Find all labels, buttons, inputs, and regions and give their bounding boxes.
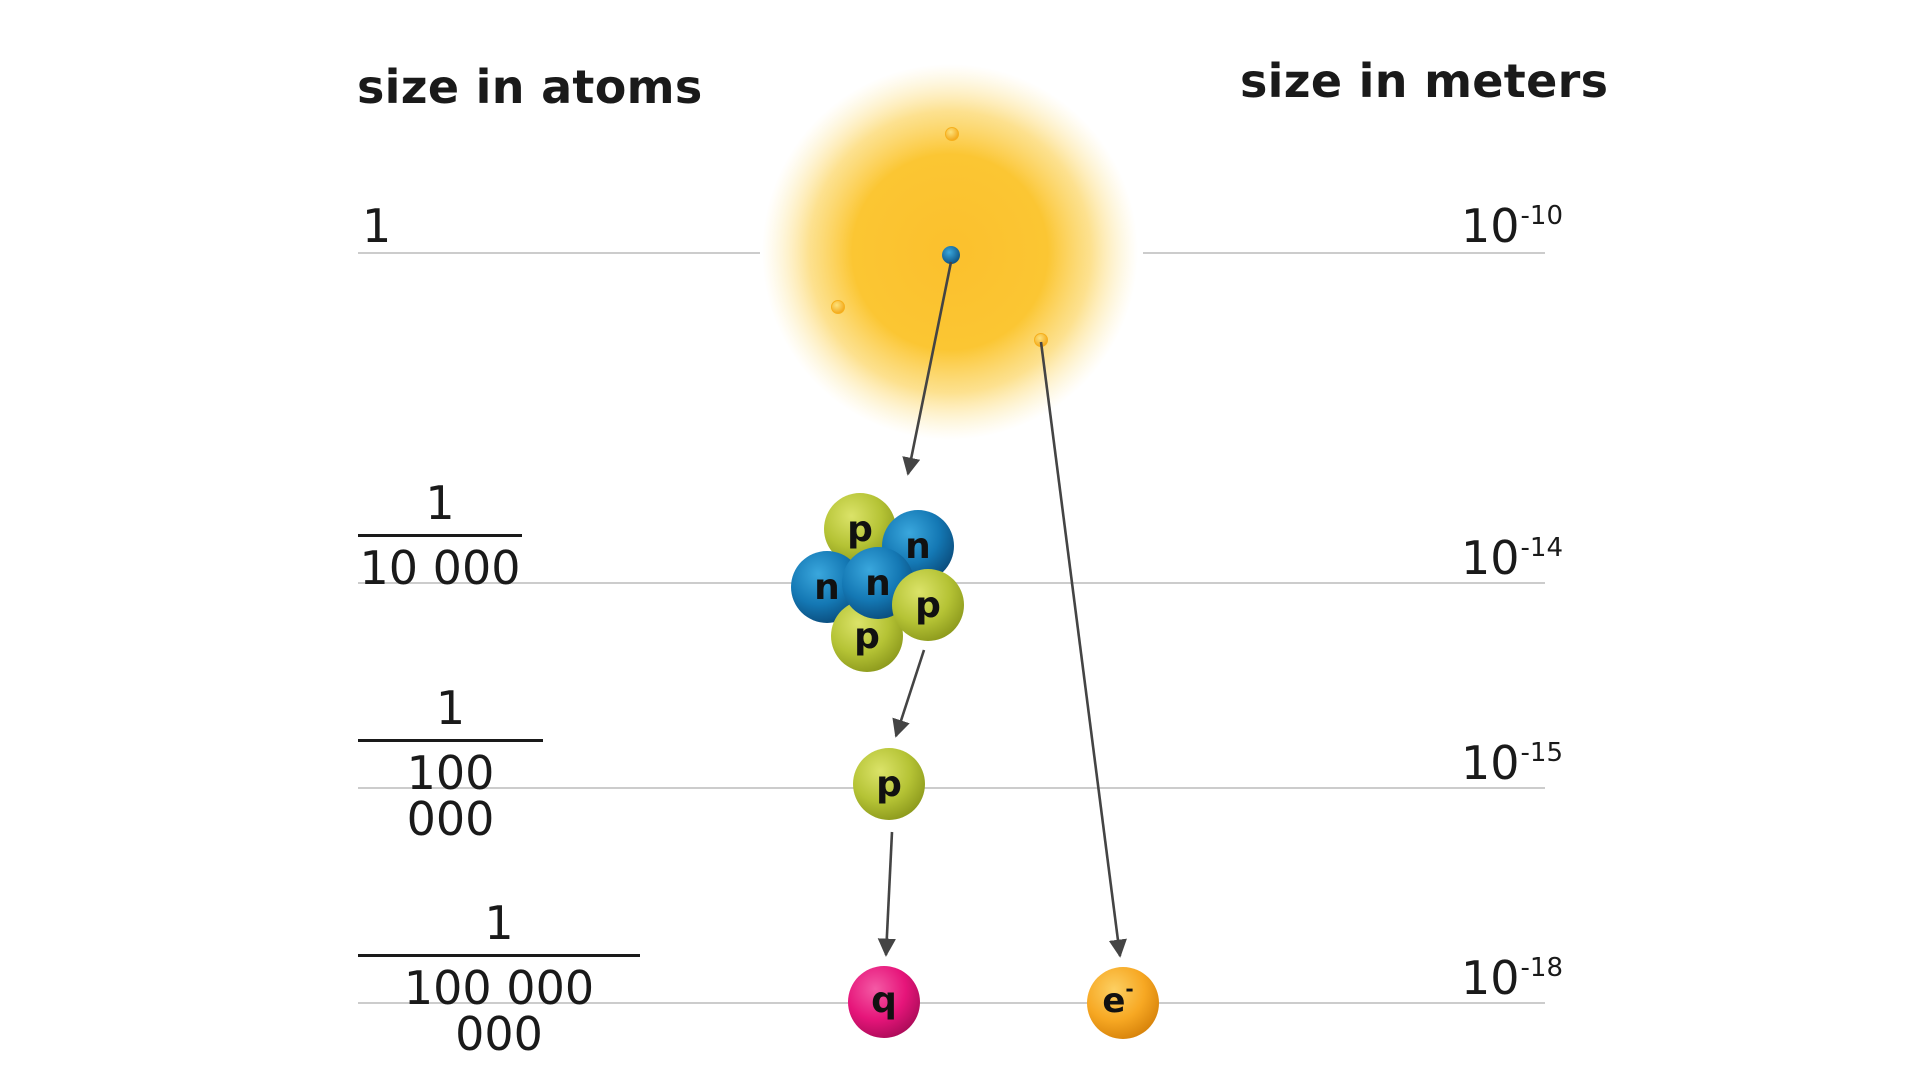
fraction-denominator: 10 000: [359, 541, 521, 595]
arrows: [877, 261, 1127, 958]
atoms-fraction-quark: 1 100 000 000: [358, 900, 640, 1057]
meters-exponent: -14: [1520, 533, 1564, 563]
meters-value-nucleus: 10-14: [1461, 535, 1563, 581]
meters-base: 10: [1461, 736, 1520, 790]
quark-label: q: [871, 980, 897, 1021]
nucleus-cluster: p n n p n p: [791, 493, 964, 672]
right-column-header: size in meters: [1240, 54, 1609, 108]
arrow-proton-to-quark: [877, 831, 896, 957]
left-column-header: size in atoms: [357, 60, 703, 114]
arrow-electron-to-e: [1039, 341, 1127, 958]
atoms-fraction-nucleus: 1 10 000: [358, 480, 522, 591]
neutron-label: n: [905, 526, 931, 567]
fraction-numerator: 1: [435, 681, 466, 735]
quark-ball: q: [848, 966, 920, 1038]
proton-label: p: [854, 616, 880, 657]
neutron-label: n: [814, 567, 840, 608]
fraction-numerator: 1: [425, 476, 455, 530]
arrow-atom-to-nucleus: [902, 261, 953, 476]
electron-ball: e-: [1087, 967, 1159, 1039]
meters-exponent: -10: [1520, 201, 1564, 231]
meters-value-atom: 10-10: [1461, 203, 1563, 249]
fraction-denominator: 100 000 000: [403, 961, 595, 1061]
orbital-electron-dot: [831, 300, 845, 314]
orbital-electron-dot: [945, 127, 959, 141]
proton-label: p: [847, 509, 873, 550]
single-proton: p: [853, 748, 925, 820]
meters-exponent: -18: [1520, 953, 1564, 983]
atom: [762, 64, 1138, 440]
fraction-bar: [358, 534, 522, 537]
meters-exponent: -15: [1520, 738, 1564, 768]
atom-nucleus-dot: [942, 246, 960, 264]
fraction-bar: [358, 954, 640, 957]
proton-label: p: [876, 764, 902, 805]
fraction-numerator: 1: [484, 896, 514, 950]
fraction-denominator: 100 000: [406, 746, 495, 846]
proton-label: p: [915, 585, 941, 626]
meters-value-nucleon: 10-15: [1461, 740, 1563, 786]
proton-ball: p: [892, 569, 964, 641]
meters-value-quark: 10-18: [1461, 955, 1563, 1001]
meters-base: 10: [1461, 951, 1520, 1005]
neutron-label: n: [865, 563, 891, 604]
atoms-fraction-nucleon: 1 100 000: [358, 685, 543, 842]
arrow-nucleus-to-proton: [892, 649, 926, 738]
fraction-bar: [358, 739, 543, 742]
electron-label: e-: [1102, 977, 1133, 1021]
meters-base: 10: [1461, 531, 1520, 585]
atoms-value-atom: 1: [362, 199, 392, 253]
meters-base: 10: [1461, 199, 1520, 253]
